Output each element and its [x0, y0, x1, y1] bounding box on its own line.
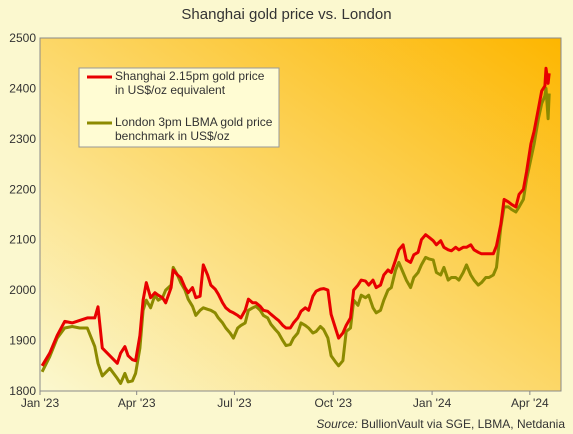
source-label: Source:: [316, 417, 358, 431]
y-tick-label: 1800: [9, 384, 36, 398]
x-tick-label: Oct '23: [314, 396, 352, 410]
x-tick-label: Jul '23: [217, 396, 252, 410]
x-axis: Jan '23 Apr '23 Jul '23 Oct '23 Jan '24 Apr '…: [21, 391, 549, 410]
y-axis: 1800 1900 2000 2100 2200 2300 2400 2500: [9, 31, 36, 398]
y-tick-label: 2300: [9, 132, 36, 146]
x-tick-label: Jan '24: [413, 396, 452, 410]
chart-title: Shanghai gold price vs. London: [181, 6, 392, 23]
y-tick-label: 1900: [9, 334, 36, 348]
source-note: Source: BullionVault via SGE, LBMA, Netd…: [316, 417, 565, 431]
y-tick-label: 2400: [9, 81, 36, 95]
legend-box: [78, 67, 280, 148]
x-tick-label: Jan '23: [21, 396, 60, 410]
y-tick-label: 2200: [9, 182, 36, 196]
series-line-london: [40, 86, 551, 385]
legend-label-london: London 3pm LBMA gold price benchmark in …: [115, 115, 273, 143]
source-text: BullionVault via SGE, LBMA, Netdania: [357, 417, 565, 431]
legend: Shanghai 2.15pm gold price in US$/oz equ…: [78, 67, 280, 148]
x-tick-label: Apr '24: [511, 396, 549, 410]
x-tick-label: Apr '23: [118, 396, 156, 410]
y-tick-label: 2500: [9, 31, 36, 45]
legend-label-shanghai: Shanghai 2.15pm gold price in US$/oz equ…: [115, 69, 265, 97]
y-tick-label: 2000: [9, 283, 36, 297]
series-layer: [40, 66, 551, 385]
series-line-shanghai: [40, 66, 551, 367]
y-tick-label: 2100: [9, 233, 36, 247]
